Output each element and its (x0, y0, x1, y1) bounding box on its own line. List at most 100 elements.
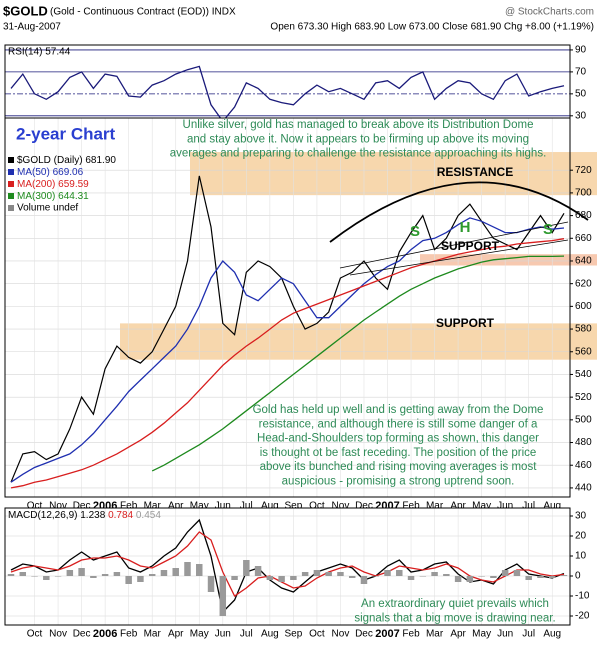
x-tick-label: Mar (144, 501, 162, 512)
x-tick-label: Dec (355, 501, 373, 512)
annotation: auspicious - promising a strong uptrend … (282, 476, 515, 488)
x-tick-label: Jul (240, 501, 253, 512)
histogram-bar (560, 575, 568, 576)
y-tick-label: 20 (575, 531, 587, 542)
annotation: Head-and-Shoulders top forming as shown,… (257, 433, 539, 445)
legend-name: MA(200) (17, 179, 55, 190)
histogram-bar (419, 576, 427, 577)
histogram-bar (513, 570, 521, 576)
y-tick-label: 480 (575, 437, 592, 448)
x-tick-label: Oct (27, 501, 43, 512)
y-tick-label: 50 (575, 88, 587, 99)
histogram-bar (219, 576, 227, 616)
x-tick-label: Jul (240, 629, 253, 640)
histogram-bar (148, 574, 156, 576)
histogram-bar (301, 572, 309, 576)
band (420, 254, 597, 266)
histogram-bar (548, 576, 556, 578)
x-tick-label: 2007 (375, 628, 399, 640)
histogram-bar (66, 570, 74, 576)
histogram-bar (207, 576, 215, 592)
legend-name: MA(300) (17, 191, 55, 202)
annotation: averages and preparing to challenge the … (170, 148, 547, 160)
x-tick-label: May (190, 501, 209, 512)
x-tick-label: May (190, 629, 209, 640)
panel (5, 45, 570, 118)
annotation: above its bunched and rising moving aver… (260, 461, 538, 473)
series-line (10, 65, 565, 118)
legend-entry: $GOLD (Daily) 681.90 (17, 155, 116, 166)
histogram-bar (454, 576, 462, 582)
histogram-bar (90, 576, 97, 578)
x-tick-label: Feb (120, 629, 138, 640)
x-tick-label: Sep (284, 629, 302, 640)
x-tick-label: Oct (27, 629, 43, 640)
series-layer (10, 175, 565, 489)
x-tick-label: Aug (543, 501, 561, 512)
y-tick-label: 580 (575, 324, 592, 335)
histogram-bar (407, 576, 415, 580)
x-tick-label: Apr (450, 501, 466, 512)
histogram-bar (31, 576, 38, 577)
histogram-bar (337, 572, 344, 576)
annotation: Unlike silver, gold has managed to break… (183, 119, 534, 131)
legend-value: 681.90 (85, 155, 116, 166)
y-tick-label: 30 (575, 511, 587, 522)
histogram-bar (360, 576, 368, 584)
x-tick-label: Oct (309, 629, 325, 640)
histogram-bar (478, 576, 485, 577)
y-tick-label: 70 (575, 67, 587, 78)
y-tick-label: 620 (575, 278, 592, 289)
x-tick-label: May (472, 629, 491, 640)
x-tick-label: Dec (73, 501, 91, 512)
histogram-bar (254, 566, 262, 576)
x-tick-label: Nov (49, 501, 67, 512)
y-tick-label: 560 (575, 346, 592, 357)
panel-label: MACD(12,26,9) 1.238 0.784 0.454 (8, 510, 161, 521)
histogram-bar (172, 568, 179, 576)
y-tick-label: 720 (575, 165, 592, 176)
histogram-bar (537, 576, 544, 578)
y-tick-label: 520 (575, 392, 592, 403)
legend-swatch (8, 169, 14, 175)
y-tick-label: 500 (575, 414, 592, 425)
histogram-bar (325, 572, 332, 576)
x-tick-label: Feb (120, 501, 138, 512)
histogram-bar (313, 570, 321, 576)
histogram-bar (431, 572, 438, 576)
legend-name: $GOLD (Daily) (17, 155, 83, 166)
date: 31-Aug-2007 (3, 22, 61, 33)
histogram-bar (101, 574, 109, 576)
histogram-bar (160, 570, 168, 576)
histogram-bar (125, 576, 132, 584)
panel (5, 508, 570, 625)
x-tick-label: Jun (215, 629, 231, 640)
histogram-bar (501, 570, 509, 576)
histogram-bar (243, 560, 250, 576)
trend-line (349, 239, 569, 276)
pattern-label: S (543, 221, 553, 238)
histogram-bar (137, 576, 144, 582)
trend-line (339, 221, 569, 269)
legend-value: 0.784 (108, 510, 133, 521)
x-tick-label: Jul (522, 501, 535, 512)
legend-name: MACD(12,26,9) (8, 510, 77, 521)
legend-entry: Volume undef (17, 203, 78, 214)
y-tick-label: 600 (575, 301, 592, 312)
x-tick-label: Mar (426, 629, 444, 640)
x-tick-label: Jun (497, 629, 513, 640)
histogram-bar (266, 576, 274, 580)
histogram-bar (490, 576, 497, 578)
x-tick-label: Feb (402, 629, 420, 640)
x-tick-label: Jun (215, 501, 231, 512)
series-line (10, 238, 565, 489)
legend-entry: MA(300) 644.31 (17, 191, 89, 202)
x-tick-label: Aug (261, 501, 279, 512)
series-line (151, 255, 565, 472)
histogram-bar (384, 570, 391, 576)
histogram-bar (196, 564, 203, 576)
annotation: An extraordinary quiet prevails which (361, 598, 549, 610)
x-tick-label: Dec (355, 629, 373, 640)
panel-frame (4, 117, 571, 498)
